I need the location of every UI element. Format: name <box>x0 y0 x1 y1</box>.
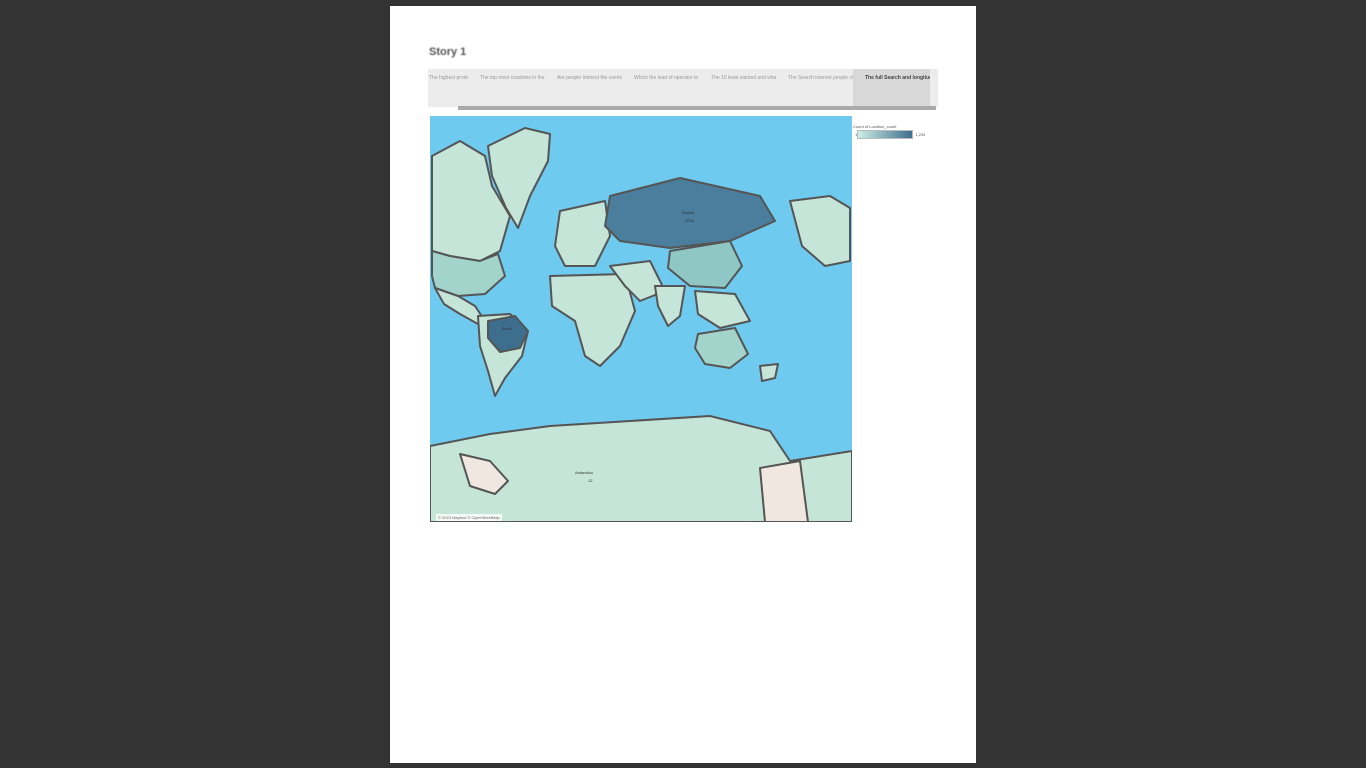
color-legend: Count of Location_count 1 1,234 <box>853 124 933 139</box>
region-antarctic-east[interactable] <box>759 460 809 522</box>
story-title: Story 1 <box>429 46 467 58</box>
story-point-6[interactable]: The Search interest people claimed fine … <box>788 75 853 81</box>
story-point-7[interactable]: The full Search and longitude show Earn.… <box>853 69 930 107</box>
region-china[interactable] <box>667 240 743 289</box>
region-india[interactable] <box>654 285 686 327</box>
story-point-2[interactable]: The top most countries in the year 2015 <box>480 75 545 81</box>
legend-title: Count of Location_count <box>853 124 897 129</box>
region-greenland[interactable] <box>487 127 551 229</box>
region-northeast-asia[interactable] <box>789 195 851 267</box>
label-antarctica: Antarctica <box>575 470 594 475</box>
label-antarctica-value: 12 <box>588 478 593 483</box>
region-australia[interactable] <box>694 327 749 369</box>
region-middle-east[interactable] <box>609 260 666 302</box>
legend-max: 1,234 <box>915 132 926 137</box>
story-point-3[interactable]: Are people interest the overlord in 2019 <box>557 75 622 81</box>
story-point-5[interactable]: The 10 least wanted and whatever in coun… <box>711 75 776 81</box>
region-southeast-asia[interactable] <box>694 290 751 329</box>
legend-min: 1 <box>855 132 858 137</box>
story-navigator-scrollbar[interactable] <box>458 106 936 110</box>
label-russia-value: 1234 <box>685 218 695 223</box>
label-russia: Russia <box>682 210 695 215</box>
legend-bar-row: 1 1,234 <box>853 130 933 139</box>
region-europe[interactable] <box>554 200 611 267</box>
region-brazil[interactable] <box>487 315 529 353</box>
region-south-tip[interactable] <box>459 453 509 495</box>
legend-gradient-bar <box>857 130 914 139</box>
story-navigator: The highest producer o... The top most c… <box>428 69 938 107</box>
story-point-1[interactable]: The highest producer o... <box>429 75 468 81</box>
story-sheet: Story 1 The highest producer o... The to… <box>390 6 976 763</box>
region-new-zealand[interactable] <box>759 363 779 382</box>
region-antarctica[interactable] <box>430 415 852 522</box>
story-point-4[interactable]: Which the lead of operator to Ibid Sale … <box>634 75 699 81</box>
world-map[interactable]: Russia 1234 Brazil Antarctica 12 © 2023 … <box>430 116 852 522</box>
map-svg: Russia 1234 Brazil Antarctica 12 <box>430 116 852 522</box>
label-brazil: Brazil <box>502 326 512 331</box>
region-usa[interactable] <box>431 250 506 297</box>
map-credit[interactable]: © 2023 Mapbox © OpenStreetMap <box>436 514 502 521</box>
